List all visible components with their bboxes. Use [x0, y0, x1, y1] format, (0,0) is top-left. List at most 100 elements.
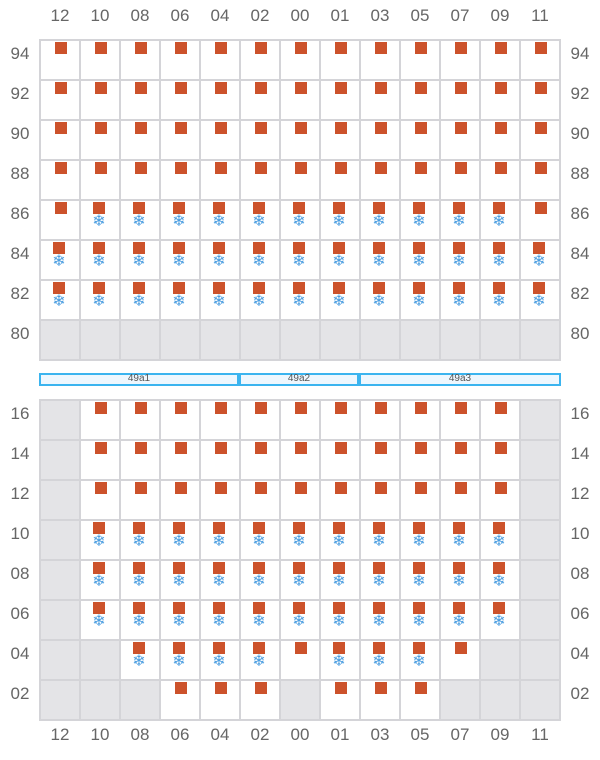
seat-cell[interactable]: ❄ — [240, 200, 280, 240]
seat-cell[interactable] — [360, 40, 400, 80]
seat-cell[interactable]: ❄ — [160, 600, 200, 640]
seat-cell[interactable] — [440, 160, 480, 200]
seat-cell[interactable]: ❄ — [360, 200, 400, 240]
seat-cell[interactable] — [80, 80, 120, 120]
seat-cell[interactable]: ❄ — [320, 200, 360, 240]
seat-cell[interactable]: ❄ — [320, 280, 360, 320]
seat-cell[interactable] — [280, 640, 320, 680]
seat-cell[interactable]: ❄ — [480, 200, 520, 240]
seat-cell[interactable] — [520, 120, 560, 160]
seat-cell[interactable] — [480, 160, 520, 200]
seat-cell[interactable]: ❄ — [360, 560, 400, 600]
seat-cell[interactable]: ❄ — [400, 640, 440, 680]
seat-cell[interactable] — [440, 120, 480, 160]
seat-cell[interactable]: ❄ — [400, 520, 440, 560]
section-band[interactable]: 49a2 — [239, 373, 359, 386]
seat-cell[interactable] — [480, 40, 520, 80]
seat-cell[interactable]: ❄ — [480, 240, 520, 280]
seat-cell[interactable] — [240, 400, 280, 440]
seat-cell[interactable] — [320, 480, 360, 520]
seat-cell[interactable] — [440, 40, 480, 80]
seat-cell[interactable] — [320, 120, 360, 160]
seat-cell[interactable]: ❄ — [400, 600, 440, 640]
seat-cell[interactable] — [120, 160, 160, 200]
seat-cell[interactable] — [40, 80, 80, 120]
seat-cell[interactable]: ❄ — [160, 200, 200, 240]
seat-cell[interactable]: ❄ — [400, 280, 440, 320]
seat-cell[interactable] — [160, 680, 200, 720]
seat-cell[interactable] — [280, 120, 320, 160]
seat-cell[interactable] — [240, 480, 280, 520]
seat-cell[interactable] — [120, 40, 160, 80]
seat-cell[interactable] — [160, 440, 200, 480]
seat-cell[interactable] — [400, 680, 440, 720]
seat-cell[interactable] — [120, 440, 160, 480]
seat-cell[interactable] — [200, 80, 240, 120]
seat-cell[interactable]: ❄ — [80, 600, 120, 640]
seat-cell[interactable]: ❄ — [120, 200, 160, 240]
seat-cell[interactable] — [440, 640, 480, 680]
seat-cell[interactable]: ❄ — [200, 280, 240, 320]
seat-cell[interactable] — [80, 480, 120, 520]
seat-cell[interactable] — [40, 200, 80, 240]
section-band[interactable]: 49a3 — [359, 373, 561, 386]
seat-cell[interactable]: ❄ — [280, 240, 320, 280]
seat-cell[interactable]: ❄ — [360, 240, 400, 280]
seat-cell[interactable] — [480, 400, 520, 440]
seat-cell[interactable] — [440, 440, 480, 480]
seat-cell[interactable] — [400, 120, 440, 160]
seat-cell[interactable]: ❄ — [200, 640, 240, 680]
seat-cell[interactable]: ❄ — [360, 520, 400, 560]
seat-cell[interactable] — [80, 40, 120, 80]
seat-cell[interactable] — [520, 160, 560, 200]
seat-cell[interactable]: ❄ — [160, 520, 200, 560]
seat-cell[interactable] — [200, 680, 240, 720]
seat-cell[interactable] — [40, 120, 80, 160]
seat-cell[interactable] — [200, 480, 240, 520]
seat-cell[interactable]: ❄ — [480, 520, 520, 560]
seat-cell[interactable]: ❄ — [80, 280, 120, 320]
seat-cell[interactable] — [320, 400, 360, 440]
seat-cell[interactable] — [360, 160, 400, 200]
seat-cell[interactable] — [40, 160, 80, 200]
seat-cell[interactable]: ❄ — [240, 600, 280, 640]
seat-cell[interactable] — [360, 80, 400, 120]
seat-cell[interactable] — [360, 440, 400, 480]
seat-cell[interactable] — [200, 120, 240, 160]
seat-cell[interactable]: ❄ — [480, 280, 520, 320]
seat-cell[interactable]: ❄ — [40, 280, 80, 320]
seat-cell[interactable]: ❄ — [240, 520, 280, 560]
seat-cell[interactable]: ❄ — [440, 200, 480, 240]
seat-cell[interactable]: ❄ — [160, 640, 200, 680]
seat-cell[interactable]: ❄ — [280, 520, 320, 560]
seat-cell[interactable]: ❄ — [280, 600, 320, 640]
seat-cell[interactable] — [400, 480, 440, 520]
seat-cell[interactable] — [240, 440, 280, 480]
seat-cell[interactable]: ❄ — [120, 640, 160, 680]
seat-cell[interactable]: ❄ — [80, 200, 120, 240]
seat-cell[interactable] — [80, 160, 120, 200]
seat-cell[interactable] — [320, 160, 360, 200]
seat-cell[interactable] — [120, 400, 160, 440]
seat-cell[interactable] — [280, 80, 320, 120]
seat-cell[interactable] — [320, 40, 360, 80]
seat-cell[interactable] — [360, 120, 400, 160]
seat-cell[interactable]: ❄ — [40, 240, 80, 280]
seat-cell[interactable] — [160, 120, 200, 160]
seat-cell[interactable] — [400, 400, 440, 440]
seat-cell[interactable]: ❄ — [200, 200, 240, 240]
seat-cell[interactable] — [120, 80, 160, 120]
seat-cell[interactable] — [160, 80, 200, 120]
seat-cell[interactable]: ❄ — [240, 560, 280, 600]
seat-cell[interactable] — [160, 400, 200, 440]
seat-cell[interactable] — [160, 480, 200, 520]
seat-cell[interactable]: ❄ — [200, 240, 240, 280]
seat-cell[interactable]: ❄ — [480, 600, 520, 640]
seat-cell[interactable] — [120, 480, 160, 520]
seat-cell[interactable] — [520, 200, 560, 240]
seat-cell[interactable] — [160, 40, 200, 80]
seat-cell[interactable]: ❄ — [240, 640, 280, 680]
seat-cell[interactable]: ❄ — [200, 560, 240, 600]
seat-cell[interactable] — [480, 120, 520, 160]
seat-cell[interactable]: ❄ — [520, 280, 560, 320]
